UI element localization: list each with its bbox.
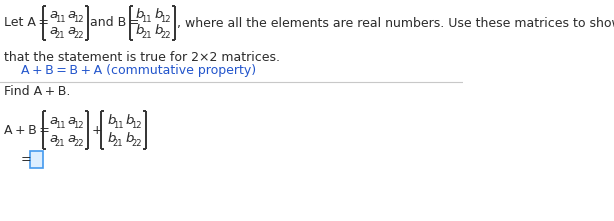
Text: Let A =: Let A = (4, 17, 49, 29)
Text: 11: 11 (55, 15, 65, 23)
Text: 21: 21 (113, 139, 123, 147)
Text: =: = (21, 154, 32, 166)
Text: 11: 11 (141, 15, 152, 23)
Text: 21: 21 (55, 139, 65, 147)
Text: b: b (155, 25, 163, 38)
Text: 11: 11 (55, 120, 65, 130)
Text: 12: 12 (74, 15, 84, 23)
Text: 22: 22 (160, 30, 171, 40)
Text: 12: 12 (74, 120, 84, 130)
Text: a: a (68, 8, 76, 21)
Text: 22: 22 (74, 139, 84, 147)
Text: 12: 12 (160, 15, 171, 23)
Text: a: a (68, 133, 76, 145)
Text: 22: 22 (74, 30, 84, 40)
Text: b: b (107, 114, 115, 128)
Text: b: b (136, 8, 144, 21)
Text: Find A + B.: Find A + B. (4, 85, 70, 98)
Text: b: b (126, 114, 134, 128)
Text: 21: 21 (55, 30, 65, 40)
Text: A + B =: A + B = (4, 124, 50, 137)
Text: a: a (49, 114, 57, 128)
Text: 12: 12 (131, 120, 142, 130)
Text: a: a (49, 8, 57, 21)
Text: A + B = B + A (commutative property): A + B = B + A (commutative property) (21, 64, 256, 77)
Text: +: + (91, 124, 102, 137)
FancyBboxPatch shape (30, 151, 43, 168)
Text: a: a (68, 25, 76, 38)
Text: a: a (49, 133, 57, 145)
Text: a: a (68, 114, 76, 128)
Text: 11: 11 (113, 120, 123, 130)
Text: b: b (107, 133, 115, 145)
Text: b: b (155, 8, 163, 21)
Text: that the statement is true for 2×2 matrices.: that the statement is true for 2×2 matri… (4, 51, 280, 64)
Text: 21: 21 (141, 30, 152, 40)
Text: , where all the elements are real numbers. Use these matrices to show: , where all the elements are real number… (177, 17, 614, 29)
Text: and B =: and B = (90, 17, 140, 29)
Text: 22: 22 (131, 139, 142, 147)
Text: b: b (126, 133, 134, 145)
Text: a: a (49, 25, 57, 38)
Text: b: b (136, 25, 144, 38)
